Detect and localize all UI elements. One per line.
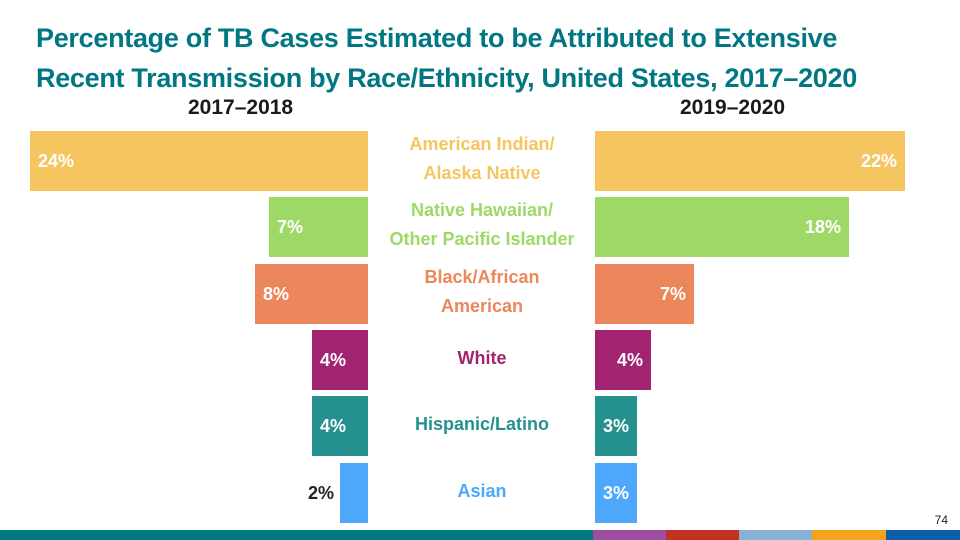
chart-title-line-2: Recent Transmission by Race/Ethnicity, U…: [36, 63, 857, 93]
footer-segment-2: [666, 530, 739, 540]
category-label-0: American Indian/Alaska Native: [372, 130, 592, 188]
category-label-line: Other Pacific Islander: [389, 229, 575, 249]
data-label-right-0: 22%: [860, 151, 897, 171]
bar-right-3: [595, 330, 651, 390]
bar-right-4: [595, 396, 637, 456]
data-label-right-1: 18%: [804, 217, 841, 237]
bar-left-4: [312, 396, 368, 456]
data-label-left-2: 8%: [263, 284, 290, 304]
category-label-5: Asian: [372, 477, 592, 506]
footer-segment-5: [886, 530, 960, 540]
category-label-line: Hispanic/Latino: [414, 413, 549, 434]
data-label-right-2: 7%: [659, 284, 686, 304]
footer-segment-3: [739, 530, 812, 540]
data-label-right-5: 3%: [602, 483, 629, 503]
data-label-left-1: 7%: [277, 217, 304, 237]
bar-right-2: [595, 264, 694, 324]
bar-left-1: [269, 197, 368, 257]
data-label-left-5: 2%: [307, 483, 334, 503]
bar-right-0: [595, 131, 905, 191]
category-label-line: Asian: [457, 480, 507, 501]
bar-left-2: [255, 264, 368, 324]
category-label-line: Alaska Native: [423, 163, 541, 183]
bar-right-1: [595, 197, 849, 257]
category-label-3: White: [372, 344, 592, 373]
bar-left-0: [30, 131, 368, 191]
category-label-line: American: [440, 296, 524, 316]
footer-segment-0: [0, 530, 593, 540]
category-label-line: Black/African: [424, 267, 540, 287]
data-label-left-4: 4%: [320, 416, 347, 436]
category-label-4: Hispanic/Latino: [372, 410, 592, 439]
data-label-left-0: 24%: [38, 151, 75, 171]
bar-left-5: [340, 463, 368, 523]
category-label-line: Native Hawaiian/: [410, 200, 554, 220]
bar-left-3: [312, 330, 368, 390]
data-label-right-4: 3%: [602, 416, 629, 436]
category-label-2: Black/African American: [372, 263, 592, 321]
category-label-1: Native Hawaiian/Other Pacific Islander: [372, 196, 592, 254]
series-label-left: 2017–2018: [188, 96, 294, 119]
bar-right-5: [595, 463, 637, 523]
chart-title: Percentage of TB Cases Estimated to be A…: [36, 18, 936, 98]
data-label-right-3: 4%: [616, 350, 643, 370]
data-label-left-3: 4%: [320, 350, 347, 370]
chart-title-line-1: Percentage of TB Cases Estimated to be A…: [36, 23, 838, 53]
category-label-line: White: [457, 347, 507, 368]
page-number: 74: [934, 513, 948, 527]
footer-segment-1: [593, 530, 666, 540]
category-label-line: American Indian/: [409, 134, 555, 154]
series-label-right: 2019–2020: [680, 96, 786, 119]
footer-segment-4: [812, 530, 886, 540]
